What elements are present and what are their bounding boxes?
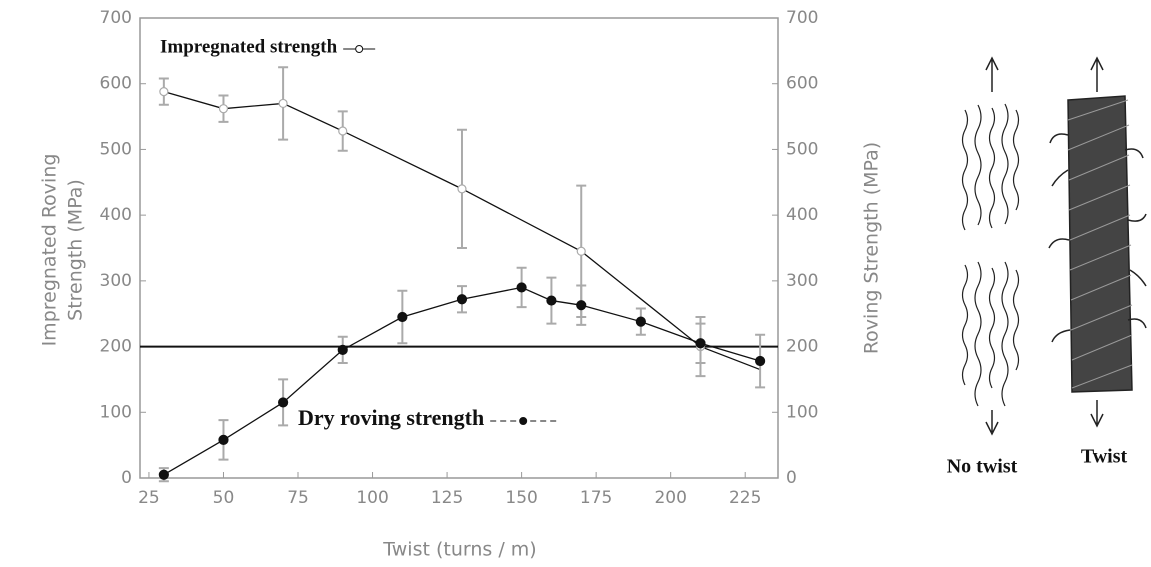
data-point [635, 316, 646, 327]
arrow [1090, 56, 1104, 92]
y-tick-label: 200 [100, 337, 132, 357]
y2-tick-label: 0 [786, 468, 797, 488]
x-tick-label: 75 [287, 488, 309, 508]
y-tick-label: 500 [100, 139, 132, 159]
diagram-label: No twist [947, 456, 1018, 478]
data-point [516, 282, 527, 293]
y-axis-label: Impregnated Roving [39, 154, 61, 347]
legend-label: Dry roving strength [298, 405, 484, 430]
x-tick-label: 125 [431, 488, 463, 508]
y2-tick-label: 200 [786, 337, 818, 357]
data-point [576, 300, 587, 311]
y-tick-label: 600 [100, 74, 132, 94]
y-tick-label: 700 [100, 8, 132, 28]
legend-marker [355, 45, 364, 53]
data-point [695, 338, 706, 349]
series-line [163, 286, 761, 476]
y2-tick-label: 400 [786, 205, 818, 225]
diagram-label: Twist [1081, 446, 1128, 468]
x-tick-label: 150 [505, 488, 537, 508]
arrow [985, 56, 999, 92]
data-point [755, 355, 766, 367]
y-tick-label: 100 [100, 402, 132, 422]
arrow [1090, 400, 1104, 428]
x-tick-label: 25 [138, 488, 160, 508]
x-tick-label: 225 [729, 488, 761, 508]
data-point [278, 98, 288, 109]
x-axis-label: Twist (turns / m) [382, 539, 536, 561]
data-point [338, 126, 348, 136]
data-point [278, 397, 289, 408]
y2-tick-label: 600 [786, 74, 818, 94]
data-point [546, 295, 557, 306]
data-point [159, 86, 169, 97]
x-tick-label: 100 [356, 488, 388, 508]
legend-marker [519, 417, 528, 425]
data-point [576, 246, 586, 256]
data-point [337, 344, 348, 355]
data-point [158, 469, 169, 480]
y-tick-label: 0 [121, 468, 132, 488]
x-tick-label: 50 [213, 488, 235, 508]
data-point [218, 104, 229, 114]
legend-label: Impregnated strength [160, 36, 338, 57]
data-point [397, 311, 408, 323]
arrow [985, 410, 999, 436]
y-tick-label: 300 [100, 271, 132, 291]
y-tick-label: 400 [100, 205, 132, 225]
data-point [218, 434, 229, 445]
plot-frame [139, 17, 779, 479]
loose-fibers [961, 103, 1020, 407]
y2-axis-label: Roving Strength (MPa) [861, 142, 883, 354]
y2-tick-label: 300 [786, 271, 818, 291]
data-point [457, 184, 467, 194]
y2-tick-label: 700 [786, 8, 818, 28]
diagram [961, 56, 1147, 436]
data-point [456, 294, 468, 305]
x-tick-label: 200 [654, 488, 686, 508]
x-tick-label: 175 [580, 488, 612, 508]
y-axis-label: Strength (MPa) [65, 179, 87, 321]
y2-tick-label: 100 [786, 402, 818, 422]
twisted-yarn [1048, 95, 1147, 393]
series-line [163, 90, 761, 371]
y2-tick-label: 500 [786, 139, 818, 159]
